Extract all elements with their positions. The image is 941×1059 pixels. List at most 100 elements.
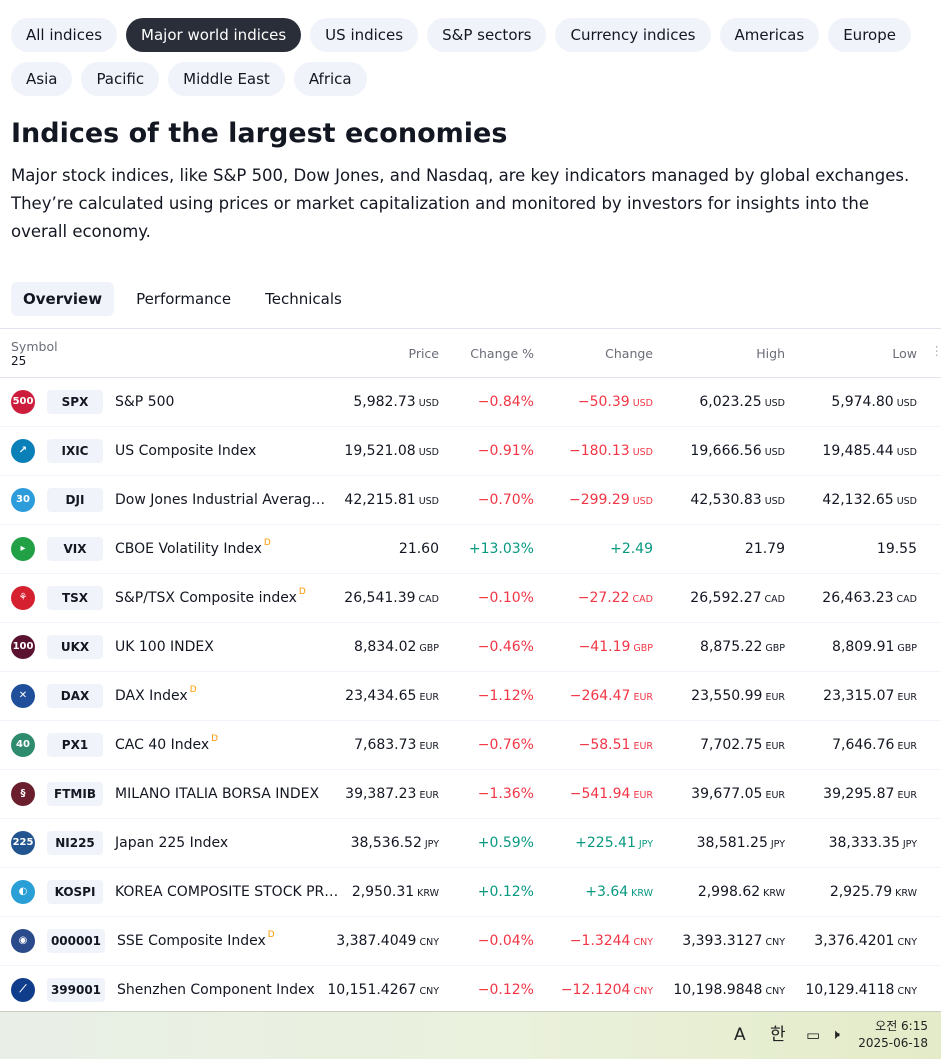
chip-middle-east[interactable]: Middle East xyxy=(168,62,285,96)
ime-mode-indicator[interactable]: A xyxy=(734,1025,746,1045)
change-cell: −41.19 GBP xyxy=(579,623,653,673)
ime-language-indicator[interactable]: 한 xyxy=(770,1025,786,1045)
low-value: 23,315.07 xyxy=(823,688,895,704)
high-currency: USD xyxy=(764,496,785,507)
chip-asia[interactable]: Asia xyxy=(11,62,73,96)
price-currency: EUR xyxy=(419,741,439,752)
table-row[interactable]: ◉ 000001 SSE Composite Index D 3,387.4049 CNY… xyxy=(0,917,941,966)
chip-sp-sectors[interactable]: S&P sectors xyxy=(427,18,547,52)
chip-us-indices[interactable]: US indices xyxy=(310,18,419,52)
tab-overview[interactable]: Overview xyxy=(11,282,115,316)
volume-icon[interactable]: 🕨 xyxy=(831,1027,840,1043)
index-logo-icon: ◐ xyxy=(11,880,35,904)
chip-all-indices[interactable]: All indices xyxy=(11,18,118,52)
price-currency: GBP xyxy=(419,643,439,654)
column-high[interactable]: High xyxy=(756,346,785,361)
index-name[interactable]: KOREA COMPOSITE STOCK PR… xyxy=(115,868,338,917)
index-name[interactable]: SSE Composite Index D xyxy=(117,917,275,968)
index-name[interactable]: S&P/TSX Composite index D xyxy=(115,574,306,625)
ticker-badge[interactable]: DAX xyxy=(47,684,103,708)
table-row[interactable]: 225 NI225 Japan 225 Index 38,536.52 JPY +0.59… xyxy=(0,819,941,868)
ticker-badge[interactable]: SPX xyxy=(47,390,103,414)
index-name-text: SSE Composite Index xyxy=(117,933,266,949)
table-row[interactable]: ⟋ 399001 Shenzhen Component Index 10,151.42… xyxy=(0,966,941,1015)
ticker-badge[interactable]: TSX xyxy=(47,586,103,610)
table-row[interactable]: 500 SPX S&P 500 5,982.73 USD −0.84% −50.39 USD 6… xyxy=(0,378,941,427)
table-row[interactable]: ↗ IXIC US Composite Index 19,521.08 USD −0.91… xyxy=(0,427,941,476)
ticker-badge[interactable]: FTMIB xyxy=(47,782,103,806)
index-name-text: CAC 40 Index xyxy=(115,737,210,753)
ticker-badge[interactable]: UKX xyxy=(47,635,103,659)
table-row[interactable]: ◐ KOSPI KOREA COMPOSITE STOCK PR… 2,950.31 K… xyxy=(0,868,941,917)
table-row[interactable]: § FTMIB MILANO ITALIA BORSA INDEX 39,387.23… xyxy=(0,770,941,819)
index-name-text: MILANO ITALIA BORSA INDEX xyxy=(115,786,320,802)
price-cell: 5,982.73 USD xyxy=(353,378,439,428)
low-value: 19.55 xyxy=(876,541,917,557)
change-value: −27.22 xyxy=(577,590,630,606)
table-row[interactable]: ✕ DAX DAX Index D 23,434.65 EUR −1.12% −264.47 E… xyxy=(0,672,941,721)
high-currency: GBP xyxy=(765,643,785,654)
chip-major-world-indices[interactable]: Major world indices xyxy=(126,18,302,52)
price-cell: 38,536.52 JPY xyxy=(351,819,439,869)
index-logo-icon: ⚘ xyxy=(11,586,35,610)
ticker-badge[interactable]: VIX xyxy=(47,537,103,561)
table-row[interactable]: 30 DJI Dow Jones Industrial Averag… 42,215.… xyxy=(0,476,941,525)
network-icon[interactable]: ▭ xyxy=(806,1026,821,1044)
high-cell: 38,581.25 JPY xyxy=(697,819,785,869)
ticker-badge[interactable]: IXIC xyxy=(47,439,103,463)
index-name[interactable]: S&P 500 xyxy=(115,378,174,427)
index-name[interactable]: CAC 40 Index D xyxy=(115,721,218,772)
high-cell: 23,550.99 EUR xyxy=(691,672,785,722)
chip-currency-indices[interactable]: Currency indices xyxy=(555,18,711,52)
high-cell: 2,998.62 KRW xyxy=(698,868,785,918)
system-clock[interactable]: 오전 6:15 2025-06-18 xyxy=(858,1018,928,1052)
price-currency: EUR xyxy=(419,692,439,703)
change-value: −58.51 xyxy=(578,737,631,753)
ticker-badge[interactable]: PX1 xyxy=(47,733,103,757)
ticker-badge[interactable]: 399001 xyxy=(47,978,105,1002)
index-name[interactable]: MILANO ITALIA BORSA INDEX xyxy=(115,770,319,819)
tab-performance[interactable]: Performance xyxy=(136,290,232,308)
table-row[interactable]: ▸ VIX CBOE Volatility Index D 21.60 +13.03% +2… xyxy=(0,525,941,574)
chip-americas[interactable]: Americas xyxy=(719,18,820,52)
index-name[interactable]: CBOE Volatility Index D xyxy=(115,525,271,576)
index-name[interactable]: Dow Jones Industrial Averag… xyxy=(115,476,325,525)
chip-europe[interactable]: Europe xyxy=(828,18,911,52)
chip-africa[interactable]: Africa xyxy=(293,62,367,96)
price-cell: 21.60 xyxy=(399,525,439,574)
column-symbol[interactable]: Symbol xyxy=(11,339,58,354)
change-pct-cell: −0.46% xyxy=(477,639,534,655)
table-row[interactable]: ⚘ TSX S&P/TSX Composite index D 26,541.39 CAD… xyxy=(0,574,941,623)
price-value: 39,387.23 xyxy=(345,786,417,802)
table-row[interactable]: 100 UKX UK 100 INDEX 8,834.02 GBP −0.46% −41.1… xyxy=(0,623,941,672)
column-price[interactable]: Price xyxy=(408,346,440,361)
change-pct-cell: +0.59% xyxy=(477,835,534,851)
change-currency: USD xyxy=(632,398,653,409)
column-low[interactable]: Low xyxy=(892,346,917,361)
index-name[interactable]: DAX Index D xyxy=(115,672,197,723)
column-change[interactable]: Change xyxy=(605,346,653,361)
change-currency: EUR xyxy=(633,790,653,801)
index-name-text: KOREA COMPOSITE STOCK PR… xyxy=(115,884,339,900)
ticker-badge[interactable]: NI225 xyxy=(47,831,103,855)
table-row[interactable]: 40 PX1 CAC 40 Index D 7,683.73 EUR −0.76% −58.5… xyxy=(0,721,941,770)
ticker-badge[interactable]: KOSPI xyxy=(47,880,103,904)
tab-technicals[interactable]: Technicals xyxy=(265,290,342,308)
index-logo-icon: 225 xyxy=(11,831,35,855)
chip-pacific[interactable]: Pacific xyxy=(81,62,160,96)
change-cell: −27.22 CAD xyxy=(578,574,653,624)
low-value: 3,376.4201 xyxy=(814,933,895,949)
ticker-badge[interactable]: DJI xyxy=(47,488,103,512)
change-cell: +225.41 JPY xyxy=(575,819,653,869)
low-value: 8,809.91 xyxy=(832,639,895,655)
index-name-text: US Composite Index xyxy=(115,443,257,459)
column-change-pct[interactable]: Change % xyxy=(470,346,534,361)
index-name[interactable]: US Composite Index xyxy=(115,427,256,476)
low-cell: 23,315.07 EUR xyxy=(823,672,917,722)
low-currency: USD xyxy=(896,496,917,507)
ticker-badge[interactable]: 000001 xyxy=(47,929,105,953)
index-name[interactable]: UK 100 INDEX xyxy=(115,623,214,672)
index-name[interactable]: Japan 225 Index xyxy=(115,819,228,868)
index-name[interactable]: Shenzhen Component Index xyxy=(117,966,315,1015)
high-value: 23,550.99 xyxy=(691,688,763,704)
